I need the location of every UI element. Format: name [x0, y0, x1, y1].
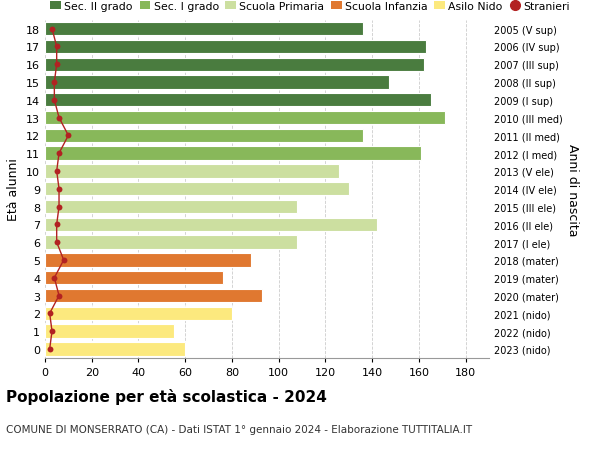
Bar	[45, 236, 298, 249]
Text: Popolazione per età scolastica - 2024: Popolazione per età scolastica - 2024	[6, 388, 327, 404]
Point	[45, 310, 55, 317]
Point	[50, 79, 59, 86]
Bar	[45, 254, 251, 267]
Bar	[45, 342, 185, 356]
Bar	[45, 23, 363, 36]
Point	[54, 292, 64, 300]
Point	[64, 132, 73, 140]
Bar	[45, 129, 363, 143]
Point	[52, 239, 61, 246]
Point	[54, 185, 64, 193]
Bar	[45, 41, 426, 54]
Bar	[45, 201, 298, 214]
Bar	[45, 218, 377, 231]
Point	[52, 168, 61, 175]
Legend: Sec. II grado, Sec. I grado, Scuola Primaria, Scuola Infanzia, Asilo Nido, Stran: Sec. II grado, Sec. I grado, Scuola Prim…	[50, 2, 569, 12]
Point	[54, 150, 64, 157]
Point	[52, 44, 61, 51]
Bar	[45, 165, 340, 178]
Bar	[45, 271, 223, 285]
Y-axis label: Anni di nascita: Anni di nascita	[566, 143, 579, 235]
Point	[45, 346, 55, 353]
Bar	[45, 307, 232, 320]
Point	[50, 274, 59, 282]
Point	[54, 203, 64, 211]
Point	[52, 62, 61, 69]
Bar	[45, 58, 424, 72]
Point	[47, 26, 57, 33]
Bar	[45, 289, 262, 302]
Bar	[45, 183, 349, 196]
Point	[59, 257, 68, 264]
Text: COMUNE DI MONSERRATO (CA) - Dati ISTAT 1° gennaio 2024 - Elaborazione TUTTITALIA: COMUNE DI MONSERRATO (CA) - Dati ISTAT 1…	[6, 425, 472, 435]
Bar	[45, 147, 421, 161]
Bar	[45, 112, 445, 125]
Point	[52, 221, 61, 229]
Point	[50, 97, 59, 104]
Point	[54, 115, 64, 122]
Bar	[45, 76, 389, 90]
Y-axis label: Età alunni: Età alunni	[7, 158, 20, 221]
Bar	[45, 325, 173, 338]
Point	[47, 328, 57, 335]
Bar	[45, 94, 431, 107]
